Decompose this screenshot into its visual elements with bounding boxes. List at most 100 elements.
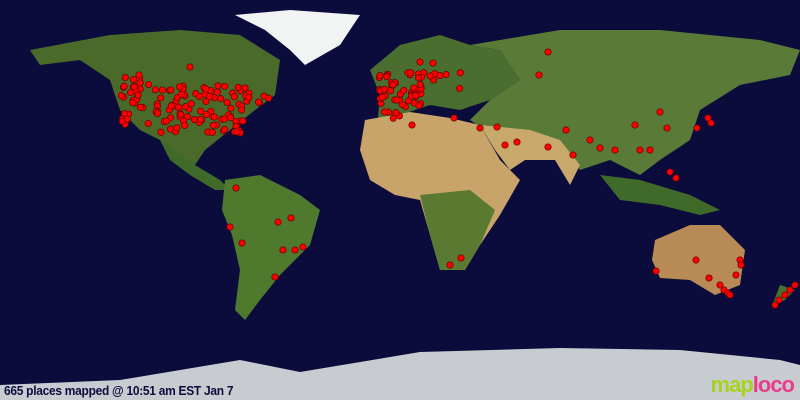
place-marker[interactable] <box>129 98 137 107</box>
place-marker[interactable] <box>181 121 189 129</box>
place-marker[interactable] <box>241 84 249 92</box>
place-marker[interactable] <box>226 223 234 231</box>
place-marker[interactable] <box>130 83 138 91</box>
place-marker[interactable] <box>455 84 464 92</box>
place-marker[interactable] <box>167 102 175 110</box>
place-marker[interactable] <box>383 73 391 81</box>
place-marker[interactable] <box>279 246 287 254</box>
place-marker[interactable] <box>429 59 437 67</box>
place-marker[interactable] <box>456 69 464 77</box>
place-marker[interactable] <box>157 128 165 136</box>
place-marker[interactable] <box>233 128 241 136</box>
place-marker[interactable] <box>121 73 129 82</box>
place-marker[interactable] <box>120 82 128 90</box>
place-marker[interactable] <box>692 256 700 264</box>
place-marker[interactable] <box>255 98 263 106</box>
place-marker[interactable] <box>791 281 799 289</box>
place-marker[interactable] <box>663 124 671 132</box>
place-marker[interactable] <box>173 124 181 132</box>
place-marker[interactable] <box>158 86 166 94</box>
place-marker[interactable] <box>167 86 175 94</box>
place-marker[interactable] <box>476 124 484 132</box>
place-marker[interactable] <box>186 63 194 71</box>
place-marker[interactable] <box>223 98 231 106</box>
place-marker[interactable] <box>129 75 138 84</box>
place-marker[interactable] <box>157 94 165 102</box>
place-marker[interactable] <box>389 81 397 89</box>
place-marker[interactable] <box>227 104 235 112</box>
place-marker[interactable] <box>771 301 779 309</box>
place-marker[interactable] <box>239 117 247 125</box>
place-marker[interactable] <box>775 296 783 304</box>
place-marker[interactable] <box>245 93 253 101</box>
place-marker[interactable] <box>414 74 423 82</box>
place-marker[interactable] <box>636 146 644 154</box>
place-marker[interactable] <box>544 143 552 151</box>
place-marker[interactable] <box>127 88 135 97</box>
place-marker[interactable] <box>513 138 521 146</box>
place-marker[interactable] <box>457 254 465 262</box>
place-marker[interactable] <box>737 261 745 269</box>
place-marker[interactable] <box>287 214 295 222</box>
place-marker[interactable] <box>400 86 408 94</box>
place-marker[interactable] <box>195 92 204 100</box>
place-marker[interactable] <box>221 125 229 133</box>
place-marker[interactable] <box>197 107 205 115</box>
place-marker[interactable] <box>265 94 273 102</box>
place-marker[interactable] <box>238 106 246 114</box>
place-marker[interactable] <box>392 109 400 117</box>
place-marker[interactable] <box>446 261 454 269</box>
place-marker[interactable] <box>436 72 444 80</box>
place-marker[interactable] <box>426 72 434 80</box>
place-marker[interactable] <box>569 151 577 159</box>
place-marker[interactable] <box>705 274 713 282</box>
place-marker[interactable] <box>144 119 152 128</box>
place-marker[interactable] <box>117 92 125 100</box>
place-marker[interactable] <box>450 114 458 122</box>
place-marker[interactable] <box>416 80 424 89</box>
place-marker[interactable] <box>786 286 794 294</box>
place-marker[interactable] <box>535 71 543 79</box>
place-marker[interactable] <box>596 144 604 152</box>
place-marker[interactable] <box>206 92 214 101</box>
place-marker[interactable] <box>646 146 654 154</box>
place-marker[interactable] <box>181 103 189 111</box>
place-marker[interactable] <box>376 72 384 80</box>
maploco-logo[interactable]: maploco <box>711 372 795 398</box>
place-marker[interactable] <box>381 108 389 116</box>
place-marker[interactable] <box>672 174 680 182</box>
place-marker[interactable] <box>716 281 724 289</box>
place-marker[interactable] <box>238 239 246 247</box>
place-marker[interactable] <box>162 117 171 125</box>
place-marker[interactable] <box>151 86 159 94</box>
place-marker[interactable] <box>544 48 552 56</box>
place-marker[interactable] <box>134 91 142 99</box>
place-marker[interactable] <box>220 115 228 123</box>
place-marker[interactable] <box>136 79 144 87</box>
place-marker[interactable] <box>214 82 222 90</box>
place-marker[interactable] <box>123 115 131 123</box>
place-marker[interactable] <box>221 82 229 90</box>
place-marker[interactable] <box>234 83 242 91</box>
place-marker[interactable] <box>227 114 235 122</box>
place-marker[interactable] <box>656 108 664 116</box>
place-marker[interactable] <box>135 71 143 79</box>
place-marker[interactable] <box>299 243 307 251</box>
place-marker[interactable] <box>781 291 789 299</box>
place-marker[interactable] <box>408 121 416 129</box>
place-marker[interactable] <box>416 58 424 66</box>
place-marker[interactable] <box>184 113 192 121</box>
place-marker[interactable] <box>389 114 397 122</box>
place-marker[interactable] <box>732 271 740 279</box>
place-marker[interactable] <box>213 88 221 96</box>
place-marker[interactable] <box>707 119 715 127</box>
place-marker[interactable] <box>232 184 240 192</box>
place-marker[interactable] <box>274 218 282 226</box>
place-marker[interactable] <box>291 246 299 254</box>
place-marker[interactable] <box>493 123 501 131</box>
place-marker[interactable] <box>197 115 205 123</box>
place-marker[interactable] <box>666 168 674 176</box>
place-marker[interactable] <box>202 85 210 93</box>
place-marker[interactable] <box>271 273 279 281</box>
